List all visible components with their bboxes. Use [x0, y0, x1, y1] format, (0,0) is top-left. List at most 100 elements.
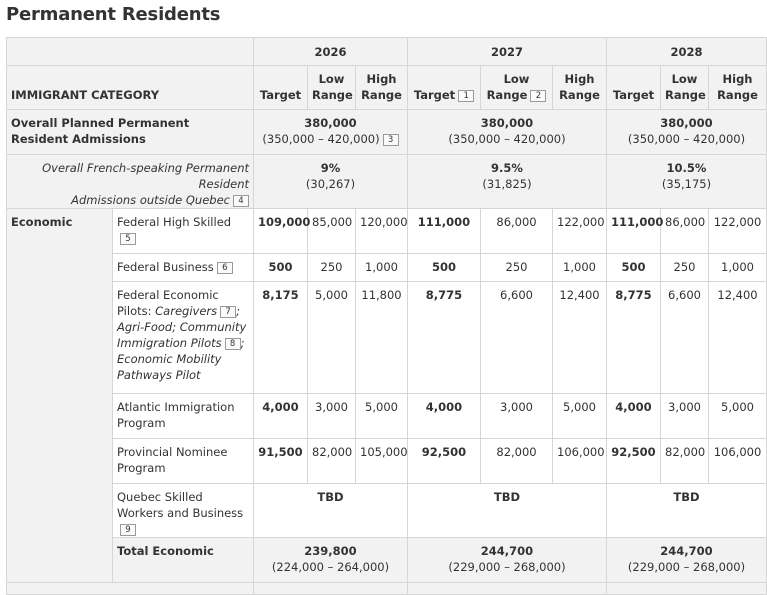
- cell-low-2028: 250: [660, 253, 709, 282]
- cell-low-2027: 82,000: [480, 438, 553, 484]
- page: Permanent Residents 2026 2027 2028 IMMIG…: [6, 4, 767, 595]
- cell-target-2027: 111,000: [407, 208, 481, 254]
- total-economic-2028: 244,700 (229,000 – 268,000): [606, 537, 767, 583]
- cell-low-2027: 3,000: [480, 393, 553, 439]
- footnote-3-link[interactable]: 3: [382, 134, 399, 146]
- year-header-row: 2026 2027 2028: [6, 37, 767, 66]
- quebec-2028-tbd: TBD: [606, 483, 767, 538]
- french-speaking-2027: 9.5% (31,825): [407, 154, 607, 209]
- cell-low-2028: 86,000: [660, 208, 709, 254]
- cell-low-2026: 85,000: [307, 208, 356, 254]
- header-empty-cell: [6, 37, 254, 66]
- cell-high-2026: 5,000: [355, 393, 408, 439]
- cell-target-2028: 8,775: [606, 281, 661, 394]
- cell-low-2027: 6,600: [480, 281, 553, 394]
- cell-target-2026: 91,500: [253, 438, 308, 484]
- cell-target-2027: 4,000: [407, 393, 481, 439]
- table-row: Atlantic Immigration Program 4,000 3,000…: [7, 393, 767, 439]
- footnote-2-link[interactable]: 2: [530, 90, 547, 102]
- cell-high-2028: 12,400: [708, 281, 767, 394]
- cell-high-2027: 1,000: [552, 253, 607, 282]
- total-economic-row: Total Economic 239,800 (224,000 – 264,000…: [6, 537, 767, 583]
- cell-high-2026: 1,000: [355, 253, 408, 282]
- footnote-4-link[interactable]: 4: [233, 195, 249, 207]
- target-header-2026: Target: [253, 65, 308, 110]
- cell-low-2028: 6,600: [660, 281, 709, 394]
- row-label-provincial-nominee: Provincial Nominee Program: [112, 438, 254, 484]
- cell-target-2027: 92,500: [407, 438, 481, 484]
- cell-target-2028: 500: [606, 253, 661, 282]
- high-range-header-2027: High Range: [552, 65, 607, 110]
- table-row: Federal Business 6 500 250 1,000 500 250 …: [7, 253, 767, 282]
- cell-high-2028: 5,000: [708, 393, 767, 439]
- cell-target-2028: 111,000: [606, 208, 663, 254]
- total-economic-2026: 239,800 (224,000 – 264,000): [253, 537, 408, 583]
- footnote-6-link[interactable]: 6: [216, 262, 233, 274]
- next-section-row: [6, 582, 767, 595]
- low-range-header-2026: Low Range: [307, 65, 356, 110]
- cell-high-2027: 12,400: [552, 281, 607, 394]
- cell-low-2026: 5,000: [307, 281, 356, 394]
- table-row: Quebec Skilled Workers and Business9 TBD…: [7, 483, 767, 538]
- cell-low-2026: 3,000: [307, 393, 356, 439]
- column-header-row: IMMIGRANT CATEGORY Target Low Range High R…: [6, 65, 767, 110]
- year-header-2027: 2027: [407, 37, 607, 66]
- overall-planned-2026: 380,000 (350,000 – 420,000) 3: [253, 109, 408, 155]
- row-label-federal-business: Federal Business 6: [112, 253, 254, 282]
- french-speaking-label: Overall French-speaking Permanent Reside…: [6, 154, 254, 209]
- overall-planned-label: Overall Planned Permanent Resident Admis…: [6, 109, 254, 155]
- footnote-8-link[interactable]: 8: [224, 338, 241, 350]
- cell-target-2026: 500: [253, 253, 308, 282]
- french-speaking-row: Overall French-speaking Permanent Reside…: [6, 154, 767, 209]
- cell-high-2027: 106,000: [552, 438, 607, 484]
- permanent-residents-table: 2026 2027 2028 IMMIGRANT CATEGORY Target…: [6, 37, 767, 595]
- footnote-7-link[interactable]: 7: [220, 306, 237, 318]
- cell-target-2028: 92,500: [606, 438, 661, 484]
- overall-planned-2027: 380,000 (350,000 – 420,000): [407, 109, 607, 155]
- cell-target-2028: 4,000: [606, 393, 661, 439]
- footnote-5-link[interactable]: 5: [120, 233, 136, 245]
- cell-low-2026: 82,000: [307, 438, 356, 484]
- cell-target-2026: 8,175: [253, 281, 308, 394]
- cell-high-2026: 11,800: [355, 281, 408, 394]
- total-economic-label: Total Economic: [112, 537, 254, 583]
- row-label-quebec-skilled-workers: Quebec Skilled Workers and Business9: [112, 483, 254, 538]
- cell-high-2026: 120,000: [355, 208, 408, 254]
- year-header-2028: 2028: [606, 37, 767, 66]
- french-speaking-2028: 10.5% (35,175): [606, 154, 767, 209]
- cell-low-2027: 86,000: [480, 208, 553, 254]
- year-header-2026: 2026: [253, 37, 408, 66]
- table-row: Federal Economic Pilots: Caregivers 7; Ag…: [7, 281, 767, 394]
- french-speaking-2026: 9% (30,267): [253, 154, 408, 209]
- cell-target-2027: 8,775: [407, 281, 481, 394]
- cell-low-2027: 250: [480, 253, 553, 282]
- row-label-federal-economic-pilots: Federal Economic Pilots: Caregivers 7; Ag…: [112, 281, 254, 394]
- quebec-2027-tbd: TBD: [407, 483, 607, 538]
- economic-category-label: Economic: [6, 208, 113, 583]
- cell-high-2028: 1,000: [708, 253, 767, 282]
- row-label-federal-high-skilled: Federal High Skilled5: [112, 208, 254, 254]
- cell-target-2026: 109,000: [253, 208, 310, 254]
- footnote-1-link[interactable]: 1: [458, 90, 475, 102]
- cell-high-2028: 122,000: [708, 208, 767, 254]
- cell-target-2026: 4,000: [253, 393, 308, 439]
- cell-low-2028: 3,000: [660, 393, 709, 439]
- target-header-2028: Target: [606, 65, 661, 110]
- cell-low-2026: 250: [307, 253, 356, 282]
- low-range-header-2027: Low Range 2: [480, 65, 553, 110]
- high-range-header-2028: High Range: [708, 65, 767, 110]
- immigrant-category-header: IMMIGRANT CATEGORY: [6, 65, 254, 110]
- cell-high-2027: 5,000: [552, 393, 607, 439]
- cell-target-2027: 500: [407, 253, 481, 282]
- table-row: Economic Federal High Skilled5 109,000 8…: [6, 208, 767, 583]
- overall-planned-2028: 380,000 (350,000 – 420,000): [606, 109, 767, 155]
- target-header-2027: Target 1: [407, 65, 481, 110]
- table-row: Provincial Nominee Program 91,500 82,000…: [7, 438, 767, 484]
- high-range-header-2026: High Range: [355, 65, 408, 110]
- cell-high-2026: 105,000: [355, 438, 408, 484]
- cell-high-2028: 106,000: [708, 438, 767, 484]
- footnote-9-link[interactable]: 9: [120, 524, 136, 536]
- page-title: Permanent Residents: [6, 4, 221, 25]
- overall-planned-row: Overall Planned Permanent Resident Admis…: [6, 109, 767, 155]
- total-economic-2027: 244,700 (229,000 – 268,000): [407, 537, 607, 583]
